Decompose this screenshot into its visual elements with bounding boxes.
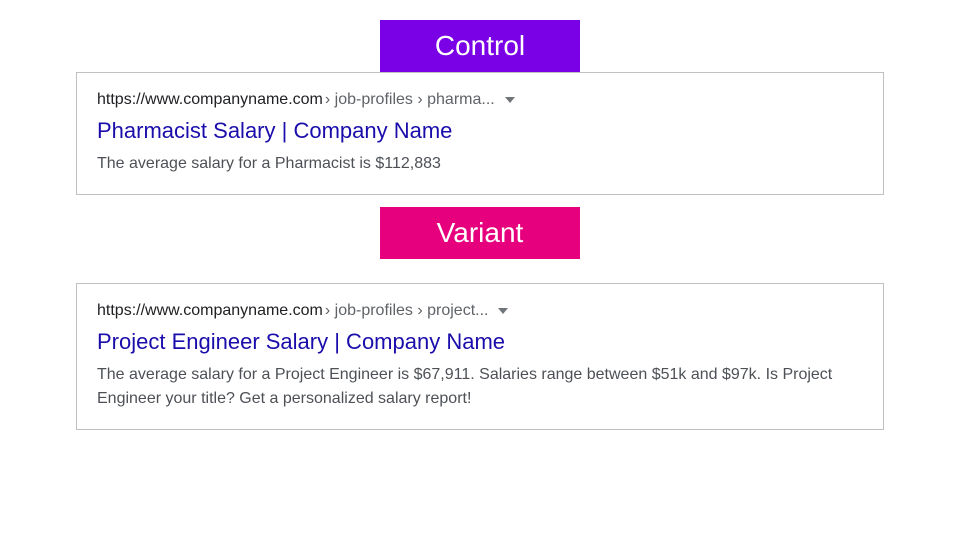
result-description: The average salary for a Project Enginee… (97, 363, 863, 411)
result-url[interactable]: https://www.companyname.com › job-profil… (97, 89, 863, 111)
url-path: › job-profiles › pharma... (325, 89, 495, 111)
control-result-card: https://www.companyname.com › job-profil… (76, 72, 884, 195)
chevron-down-icon[interactable] (498, 308, 508, 314)
comparison-container: Control https://www.companyname.com › jo… (0, 0, 960, 430)
control-label-badge: Control (380, 20, 580, 72)
variant-result-card: https://www.companyname.com › job-profil… (76, 283, 884, 430)
url-domain: https://www.companyname.com (97, 89, 323, 111)
result-url[interactable]: https://www.companyname.com › job-profil… (97, 300, 863, 322)
url-path: › job-profiles › project... (325, 300, 489, 322)
result-description: The average salary for a Pharmacist is $… (97, 152, 863, 176)
url-domain: https://www.companyname.com (97, 300, 323, 322)
result-title-link[interactable]: Project Engineer Salary | Company Name (97, 328, 863, 357)
result-title-link[interactable]: Pharmacist Salary | Company Name (97, 117, 863, 146)
chevron-down-icon[interactable] (505, 97, 515, 103)
variant-label-badge: Variant (380, 207, 580, 259)
